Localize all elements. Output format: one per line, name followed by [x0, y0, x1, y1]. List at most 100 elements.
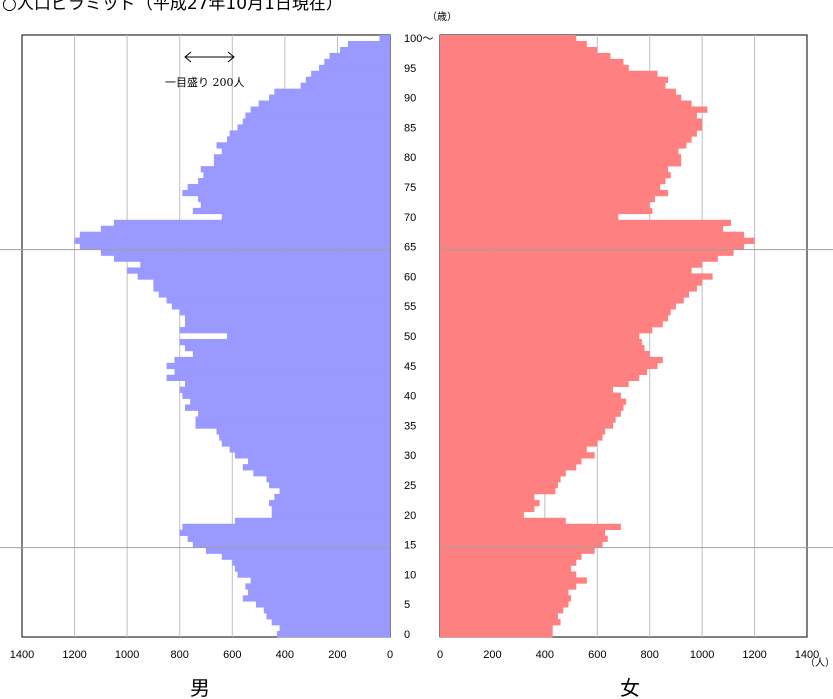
male-bar: [274, 88, 390, 95]
female-bar: [440, 76, 669, 83]
male-x-tick-label: 0: [387, 649, 393, 661]
female-bar: [440, 338, 642, 346]
male-bar: [229, 130, 390, 137]
male-bar: [195, 416, 390, 423]
female-bar: [440, 315, 669, 322]
female-bar: [440, 523, 621, 531]
female-bar: [440, 362, 658, 370]
female-bar: [440, 404, 624, 411]
female-bar: [440, 493, 535, 501]
male-bar: [271, 511, 390, 519]
chart-title: ○人口ピラミッド（平成27年10月1日現在）: [2, 0, 343, 14]
male-bar: [137, 273, 390, 280]
scale-note: 一目盛り 200人: [165, 51, 245, 89]
male-bar: [227, 333, 390, 340]
female-bar: [440, 243, 745, 250]
female-bar: [440, 446, 587, 453]
female-bar: [440, 571, 577, 578]
male-x-axis-ticks: 1400 1200 1000 800 600 400 200 0: [10, 649, 393, 661]
age-tick-label: 0: [404, 629, 410, 641]
female-bar: [440, 100, 692, 107]
female-bar: [440, 392, 621, 399]
male-bar: [171, 303, 390, 310]
female-x-tick-label: 1400: [795, 649, 819, 661]
female-bar: [440, 482, 558, 489]
female-bar: [440, 46, 598, 54]
female-bar: [440, 499, 540, 507]
female-bar: [440, 327, 653, 334]
male-bar: [279, 487, 390, 495]
female-bar: [440, 517, 566, 525]
male-bar: [340, 46, 390, 54]
male-bar: [114, 255, 390, 262]
female-label: 女: [620, 676, 640, 699]
female-bar: [440, 166, 669, 173]
female-bar: [440, 118, 703, 125]
female-bar: [440, 434, 603, 441]
female-bar: [440, 195, 655, 203]
female-bar: [440, 178, 666, 185]
female-reference-lines: [440, 249, 833, 549]
age-tick-label: 15: [404, 540, 416, 552]
male-bar: [179, 327, 390, 334]
male-bar: [184, 321, 390, 328]
male-bar: [234, 565, 390, 572]
male-bar: [266, 613, 390, 620]
male-bar: [324, 58, 390, 66]
age-tick-label: 30: [404, 450, 416, 462]
female-x-tick-label: 800: [641, 649, 659, 661]
female-bar: [440, 356, 663, 364]
male-bar: [237, 124, 390, 131]
male-bar: [271, 619, 390, 626]
female-bar: [440, 553, 582, 560]
female-bar: [440, 541, 603, 548]
male-bar: [221, 440, 390, 447]
female-bar: [440, 52, 611, 60]
male-bar: [258, 100, 390, 107]
female-bar: [440, 267, 692, 274]
male-bar: [179, 386, 390, 393]
age-tick-label: 55: [404, 301, 416, 313]
male-bar: [232, 559, 390, 566]
male-bar: [182, 392, 390, 399]
age-tick-label: 65: [404, 242, 416, 254]
male-bar: [221, 148, 390, 155]
male-bar: [200, 201, 390, 209]
male-bar: [187, 535, 390, 542]
male-bar: [153, 285, 390, 292]
male-bar: [242, 464, 390, 471]
female-x-tick-label: 600: [588, 649, 606, 661]
male-bar: [184, 344, 390, 352]
female-bar: [440, 58, 624, 66]
female-bar: [440, 458, 582, 465]
male-bar: [192, 541, 390, 548]
scale-arrow-left-head: [184, 51, 192, 63]
female-bar: [440, 487, 556, 495]
female-bar: [440, 213, 619, 221]
male-bar: [184, 404, 390, 411]
female-x-axis-ticks: 0 200 400 600 800 1000 1200 1400: [437, 649, 819, 661]
male-bar: [206, 547, 390, 554]
age-tick-label: 90: [404, 93, 416, 105]
male-bar: [221, 553, 390, 560]
male-bar: [184, 380, 390, 387]
male-bar: [184, 315, 390, 322]
female-bar: [440, 613, 558, 620]
female-bar: [440, 470, 566, 477]
male-bar: [158, 291, 390, 298]
male-bar: [79, 231, 390, 238]
male-bar: [182, 189, 390, 197]
female-bar: [440, 333, 640, 340]
male-bar: [216, 428, 390, 435]
male-bar: [174, 368, 390, 376]
female-bar: [440, 386, 614, 393]
age-tick-label: 35: [404, 420, 416, 432]
male-bar: [153, 279, 390, 286]
male-bar: [100, 225, 390, 232]
male-bar: [166, 362, 390, 370]
male-bar: [248, 458, 390, 465]
female-bar: [440, 219, 731, 227]
female-bar: [440, 577, 587, 584]
female-bar: [440, 70, 658, 78]
